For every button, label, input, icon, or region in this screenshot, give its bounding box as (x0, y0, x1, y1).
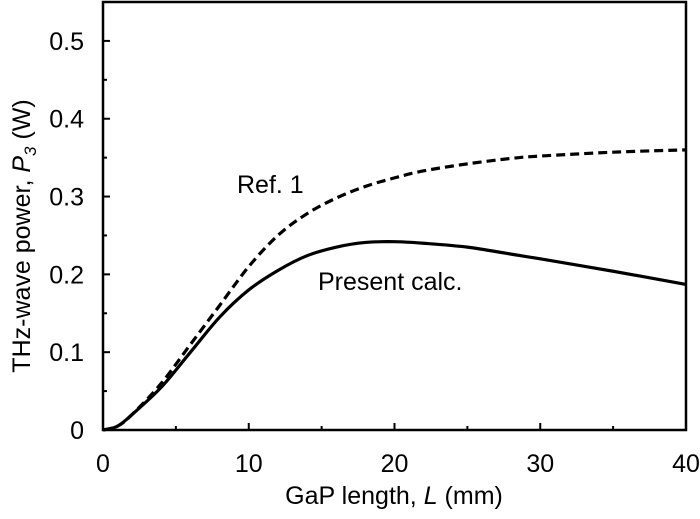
x-tick-label: 20 (381, 450, 409, 478)
y-tick-label: 0.3 (49, 184, 84, 212)
x-tick-label: 0 (96, 450, 110, 478)
y-tick-label: 0.1 (49, 339, 84, 367)
y-axis-label: THz-wave power, P3 (W) (8, 99, 40, 372)
x-tick-label: 30 (526, 450, 554, 478)
plot-frame (101, 0, 688, 432)
series-line-present-calc (102, 240, 687, 432)
y-tick-label: 0.5 (49, 28, 84, 56)
x-tick-label: 10 (235, 450, 263, 478)
x-tick-label: 40 (672, 450, 700, 478)
series-line-ref1 (102, 148, 687, 432)
series-label-ref1: Ref. 1 (237, 171, 304, 199)
y-tick-label: 0.4 (49, 106, 84, 134)
y-tick-label: 0 (70, 417, 84, 445)
y-tick-label: 0.2 (49, 261, 84, 289)
series-label-present: Present calc. (318, 268, 463, 296)
x-axis-label: GaP length, L (mm) (285, 482, 503, 510)
